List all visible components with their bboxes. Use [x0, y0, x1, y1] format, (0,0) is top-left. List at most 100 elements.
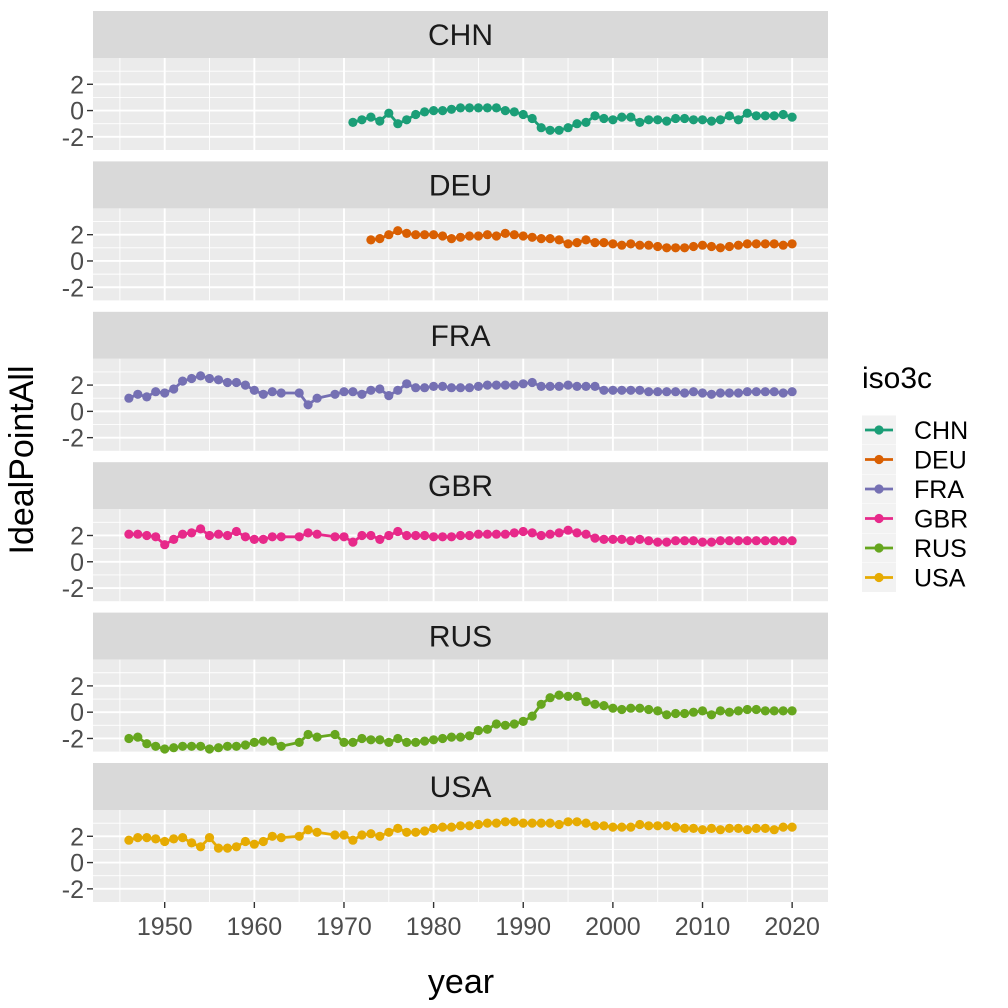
facet-strip-label: RUS [429, 621, 492, 654]
data-point [787, 536, 797, 546]
data-point [429, 381, 439, 391]
data-point [599, 113, 609, 124]
data-point [536, 123, 546, 133]
legend-label: RUS [914, 535, 967, 563]
data-point [697, 825, 708, 835]
x-tick-label: 1990 [495, 913, 551, 941]
data-point [231, 377, 241, 388]
data-point [357, 115, 367, 125]
data-point [339, 737, 349, 748]
data-point [581, 818, 591, 828]
data-point [473, 231, 483, 241]
facet-strip [93, 161, 828, 209]
legend-key-point [874, 513, 884, 524]
panel-background [93, 509, 828, 602]
data-point [384, 108, 394, 118]
data-point [545, 818, 555, 828]
data-point [778, 240, 788, 250]
data-point [563, 380, 573, 390]
data-point [240, 740, 250, 750]
y-tick-label: 2 [70, 372, 84, 400]
facet-rus: RUS -202 [62, 612, 828, 754]
data-point [375, 735, 385, 745]
data-point [733, 240, 744, 250]
data-point [608, 703, 618, 713]
legend-item-fra: FRA [862, 474, 964, 504]
data-point [446, 104, 457, 114]
data-point [733, 823, 744, 834]
data-point [348, 737, 358, 748]
data-point [733, 536, 744, 546]
data-point [751, 704, 761, 715]
facet-strip-label: FRA [431, 320, 491, 353]
data-point [240, 532, 250, 542]
data-point [626, 536, 636, 546]
data-point [231, 842, 241, 852]
data-point [617, 385, 627, 395]
data-point [724, 707, 735, 717]
data-point [554, 690, 564, 700]
data-point [697, 388, 708, 398]
data-point [303, 729, 313, 740]
data-point [446, 732, 457, 742]
data-point [267, 532, 277, 542]
data-point [680, 823, 690, 834]
facet-chn: CHN -202 [62, 11, 828, 152]
data-point [222, 843, 233, 853]
data-point [635, 240, 645, 250]
data-point [348, 117, 358, 127]
data-point [706, 823, 717, 834]
y-tick-label: 2 [70, 823, 84, 851]
data-point [339, 387, 349, 397]
data-point [545, 693, 555, 703]
data-point [384, 737, 394, 748]
data-point [706, 710, 717, 720]
data-point [133, 732, 143, 742]
data-point [196, 842, 206, 852]
data-point [213, 529, 224, 539]
data-point [142, 739, 152, 749]
data-point [187, 373, 197, 384]
data-point [563, 691, 573, 702]
data-point [680, 113, 690, 124]
data-point [644, 387, 654, 397]
data-point [653, 706, 663, 716]
data-point [393, 526, 403, 537]
data-point [742, 704, 752, 715]
facet-gbr: GBR -202 [62, 462, 828, 603]
data-point [769, 239, 779, 249]
data-point [599, 701, 609, 711]
data-point [204, 744, 215, 754]
data-point [500, 380, 510, 390]
data-point [590, 821, 600, 831]
data-point [760, 387, 770, 397]
data-point [133, 529, 143, 539]
data-point [429, 735, 439, 745]
data-point [482, 529, 492, 539]
data-point [455, 821, 466, 831]
data-point [204, 373, 215, 384]
data-point [608, 822, 618, 832]
data-point [760, 823, 770, 834]
data-point [446, 234, 457, 244]
data-point [662, 537, 672, 547]
data-point [429, 823, 439, 834]
data-point [688, 115, 699, 125]
data-point [518, 109, 528, 120]
data-point [590, 238, 600, 248]
data-point [455, 103, 466, 113]
data-point [142, 392, 152, 402]
data-point [178, 529, 188, 539]
y-tick-label: 0 [70, 549, 84, 577]
data-point [240, 380, 250, 390]
data-point [393, 226, 403, 236]
data-point [276, 532, 286, 542]
data-point [626, 239, 636, 249]
data-point [518, 231, 528, 241]
data-point [312, 732, 322, 742]
data-point [249, 737, 259, 748]
data-point [187, 528, 197, 538]
data-point [554, 819, 564, 830]
data-point [787, 112, 797, 122]
data-point [294, 532, 304, 542]
